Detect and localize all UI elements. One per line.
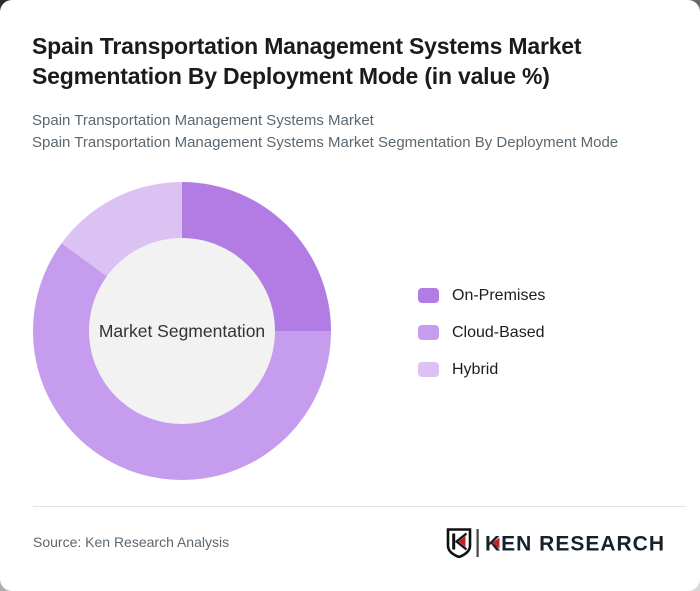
legend-item: On-Premises bbox=[418, 287, 546, 304]
shield-k-icon bbox=[446, 528, 472, 558]
legend-label: On-Premises bbox=[452, 287, 546, 304]
page-title-line1: Spain Transportation Management Systems … bbox=[32, 33, 582, 59]
donut-chart: Market Segmentation bbox=[33, 182, 331, 480]
logo-divider bbox=[476, 529, 479, 557]
legend-label: Hybrid bbox=[452, 361, 499, 378]
footer-divider bbox=[33, 506, 686, 507]
page-title: Spain Transportation Management Systems … bbox=[32, 31, 672, 91]
legend-swatch bbox=[418, 288, 439, 303]
svg-text:KEN RESEARCH: KEN RESEARCH bbox=[485, 533, 665, 556]
ken-research-logo: KEN RESEARCH bbox=[446, 528, 665, 558]
donut-center: Market Segmentation bbox=[89, 238, 275, 424]
legend-item: Hybrid bbox=[418, 361, 545, 378]
chart-legend: On-Premises Cloud-Based Hybrid bbox=[418, 287, 546, 378]
legend-label: Cloud-Based bbox=[452, 324, 545, 341]
legend-item: Cloud-Based bbox=[418, 324, 545, 341]
subtitle-line2: Spain Transportation Management Systems … bbox=[32, 133, 619, 151]
legend-swatch bbox=[418, 362, 439, 377]
donut-center-label: Market Segmentation bbox=[98, 320, 266, 341]
subtitle-block: Spain Transportation Management Systems … bbox=[32, 110, 682, 153]
page-title-line2: Segmentation By Deployment Mode (in valu… bbox=[32, 63, 550, 89]
subtitle-line1: Spain Transportation Management Systems … bbox=[32, 112, 374, 129]
source-note: Source: Ken Research Analysis bbox=[33, 534, 230, 550]
legend-swatch bbox=[418, 325, 439, 340]
